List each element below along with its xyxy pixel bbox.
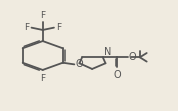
Text: F: F <box>56 23 62 32</box>
Text: O: O <box>129 52 136 62</box>
Text: F: F <box>40 74 45 83</box>
Text: O: O <box>76 59 83 69</box>
Text: F: F <box>40 11 45 20</box>
Text: N: N <box>104 47 112 57</box>
Text: F: F <box>24 23 29 32</box>
Text: O: O <box>114 70 121 80</box>
